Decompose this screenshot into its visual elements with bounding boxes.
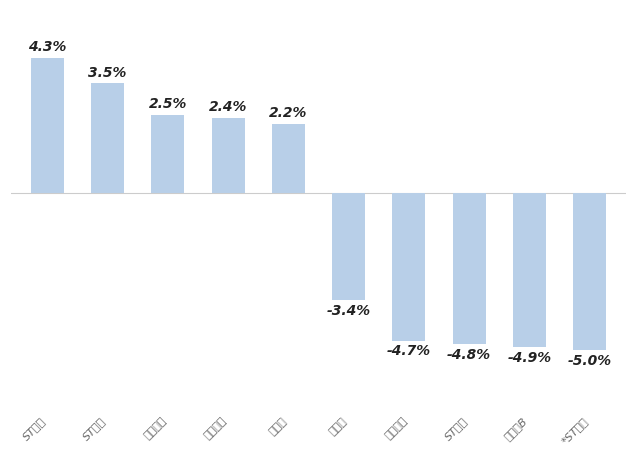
Bar	[272, 124, 305, 193]
Bar	[513, 193, 546, 347]
Bar	[91, 83, 124, 193]
Text: 3.5%: 3.5%	[89, 65, 127, 80]
Bar	[211, 118, 245, 193]
Text: -5.0%: -5.0%	[568, 354, 612, 368]
Bar	[453, 193, 486, 344]
Bar	[392, 193, 426, 340]
Text: -3.4%: -3.4%	[327, 303, 371, 318]
Bar	[573, 193, 606, 350]
Bar	[332, 193, 365, 300]
Text: -4.9%: -4.9%	[508, 351, 552, 365]
Bar	[151, 115, 184, 193]
Text: 2.2%: 2.2%	[269, 106, 308, 120]
Text: -4.8%: -4.8%	[447, 348, 491, 361]
Bar	[31, 58, 64, 193]
Text: 2.5%: 2.5%	[148, 97, 187, 111]
Text: 2.4%: 2.4%	[209, 100, 247, 114]
Text: -4.7%: -4.7%	[387, 345, 431, 358]
Text: 4.3%: 4.3%	[28, 40, 66, 54]
